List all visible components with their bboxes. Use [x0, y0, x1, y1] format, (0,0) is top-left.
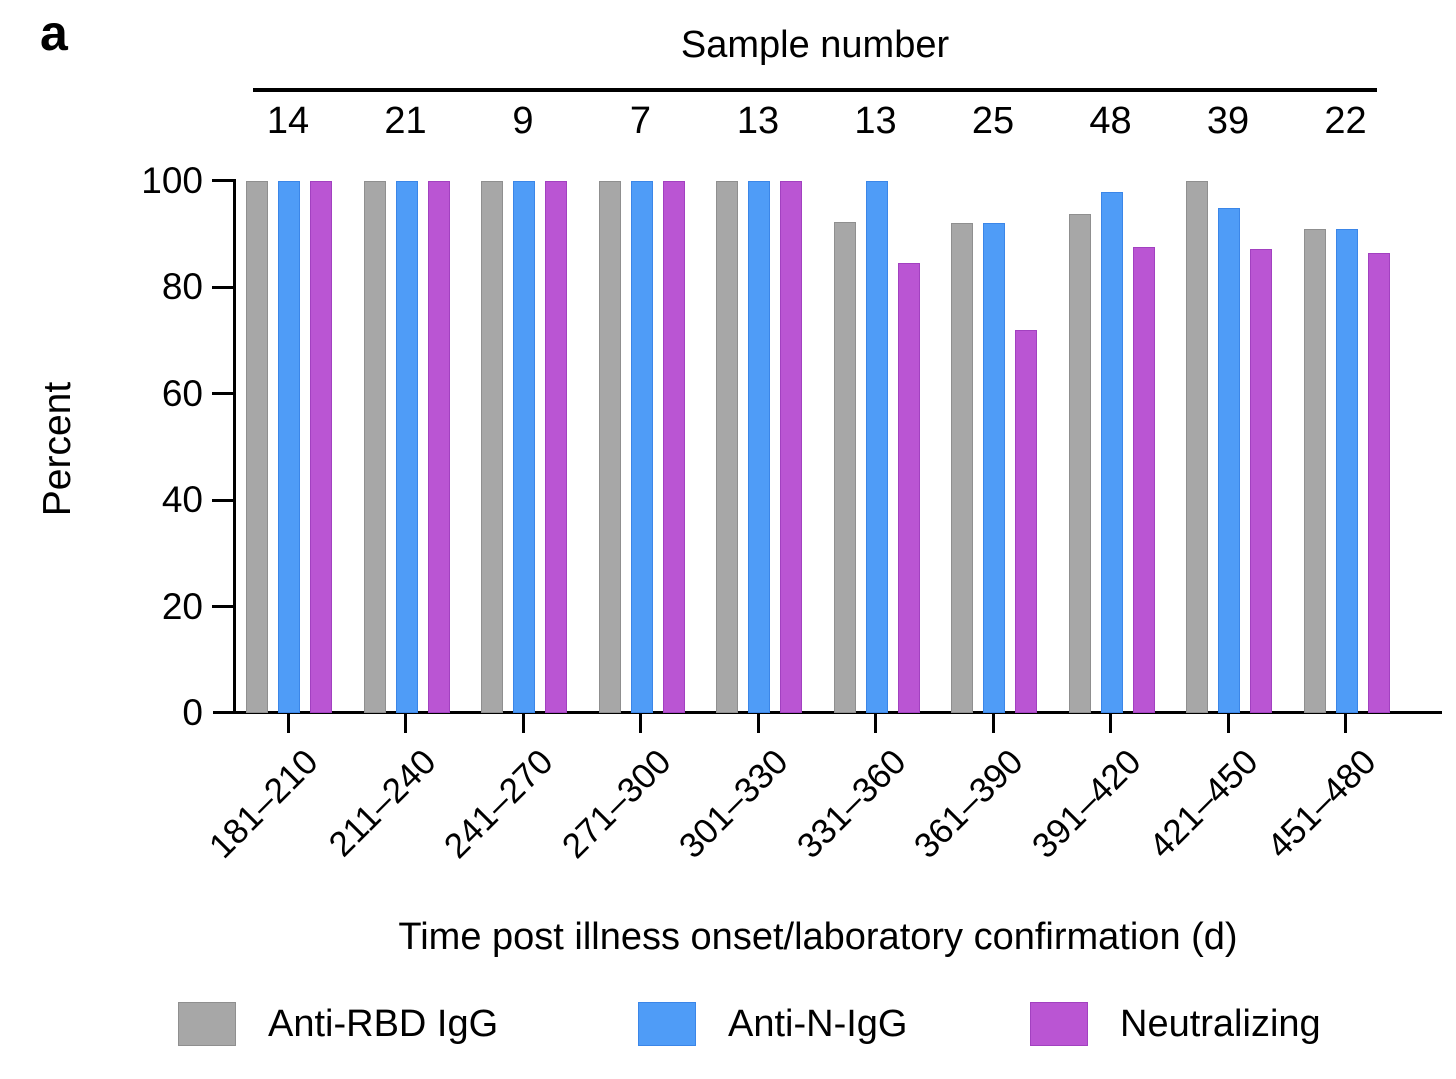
sample-count: 48 — [1089, 100, 1132, 142]
bar-anti-rbd-igg — [1068, 213, 1091, 713]
sample-number-header: Sample number — [680, 24, 950, 66]
y-tick-label: 40 — [161, 479, 203, 521]
sample-count: 13 — [736, 100, 780, 142]
x-axis-tick — [1226, 713, 1230, 733]
bar-anti-rbd-igg — [1186, 180, 1208, 713]
x-axis-line — [213, 711, 1442, 714]
sample-count: 14 — [266, 100, 310, 142]
sample-count: 21 — [384, 100, 427, 142]
sample-count: 39 — [1206, 100, 1250, 142]
y-axis-title: Percent — [36, 381, 79, 517]
bar-anti-n-igg — [513, 180, 535, 713]
bar-anti-rbd-igg — [716, 180, 738, 713]
legend-swatch-anti-n-igg — [638, 1002, 696, 1046]
bar-anti-n-igg — [278, 180, 300, 713]
bar-neutralizing — [1367, 253, 1390, 713]
x-axis-tick — [756, 713, 760, 733]
y-tick-label: 20 — [161, 585, 203, 627]
bar-anti-rbd-igg — [951, 223, 973, 713]
bar-anti-rbd-igg — [1303, 229, 1326, 713]
sample-count: 25 — [971, 100, 1015, 142]
x-axis-tick — [404, 713, 407, 733]
sample-count: 9 — [512, 100, 534, 142]
bar-anti-n-igg — [1100, 191, 1123, 713]
x-axis-tick — [1344, 713, 1347, 733]
bar-anti-n-igg — [1218, 207, 1240, 713]
bar-anti-n-igg — [1335, 229, 1358, 713]
y-axis-tick — [212, 285, 234, 289]
bar-anti-n-igg — [748, 180, 770, 713]
x-axis-title: Time post illness onset/laboratory confi… — [398, 916, 1238, 958]
x-axis-tick — [286, 713, 290, 733]
bar-anti-n-igg — [983, 223, 1005, 713]
y-axis-tick — [212, 392, 234, 396]
legend-label-anti-n-igg: Anti-N-IgG — [728, 1003, 908, 1045]
y-axis-tick — [212, 605, 234, 609]
x-axis-tick — [521, 713, 525, 733]
bar-neutralizing — [1015, 329, 1037, 713]
bar-neutralizing — [897, 262, 920, 713]
x-axis-tick — [874, 713, 877, 733]
x-axis-tick — [639, 713, 642, 733]
y-tick-label: 80 — [161, 266, 203, 308]
x-axis-tick — [991, 713, 995, 733]
legend-swatch-neutralizing — [1030, 1002, 1088, 1046]
bar-neutralizing — [780, 180, 802, 713]
bar-anti-rbd-igg — [246, 180, 268, 713]
sample-count: 22 — [1324, 100, 1367, 142]
bar-neutralizing — [662, 180, 685, 713]
bar-anti-rbd-igg — [363, 180, 386, 713]
bar-anti-n-igg — [395, 180, 418, 713]
x-axis-tick — [1109, 713, 1112, 733]
y-tick-label: 0 — [182, 692, 203, 733]
bar-neutralizing — [545, 180, 567, 713]
legend-swatch-anti-rbd-igg — [178, 1002, 236, 1046]
y-tick-label: 60 — [161, 372, 203, 414]
sample-number-rule — [253, 88, 1377, 92]
y-axis-tick — [212, 498, 234, 502]
sample-count: 13 — [854, 100, 897, 142]
y-axis-line — [233, 179, 236, 714]
y-tick-label: 100 — [141, 159, 203, 201]
legend-label-anti-rbd-igg: Anti-RBD IgG — [268, 1003, 499, 1045]
bar-anti-rbd-igg — [598, 180, 621, 713]
y-axis-tick — [212, 179, 234, 183]
legend-label-neutralizing: Neutralizing — [1120, 1003, 1321, 1045]
bar-neutralizing — [1132, 247, 1155, 713]
bar-neutralizing — [427, 180, 450, 713]
bar-anti-n-igg — [630, 180, 653, 713]
bar-neutralizing — [1250, 248, 1272, 713]
bar-anti-rbd-igg — [833, 221, 856, 713]
bar-anti-n-igg — [865, 180, 888, 713]
bar-neutralizing — [310, 180, 332, 713]
panel-letter: a — [40, 5, 68, 61]
bar-anti-rbd-igg — [481, 180, 503, 713]
sample-count: 7 — [629, 100, 652, 142]
